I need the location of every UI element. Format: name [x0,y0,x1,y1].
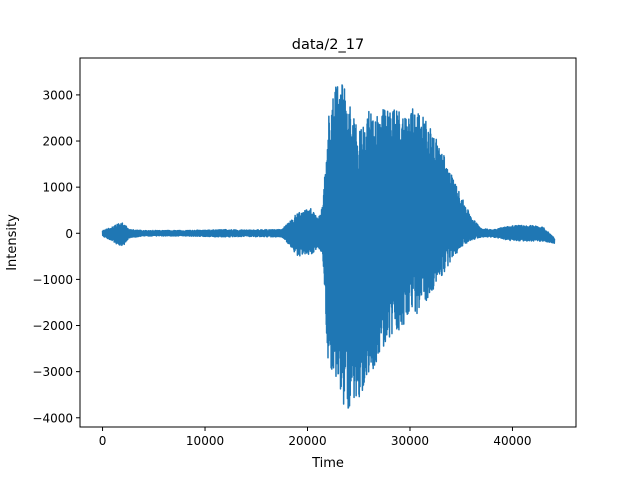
x-tick-label: 20000 [288,434,326,448]
x-axis-label: Time [311,456,344,471]
plot-area [101,84,556,409]
plot-frame [79,57,577,428]
y-axis-label: Intensity [5,214,20,271]
x-tick-label: 0 [99,434,107,448]
y-tick-label: 2000 [42,135,73,149]
y-tick-label: −1000 [32,273,73,287]
x-tick-label: 40000 [493,434,531,448]
waveform-series-line [101,84,556,409]
y-tick-label: 0 [65,227,73,241]
chart-title: data/2_17 [292,37,364,53]
y-tick-label: −3000 [32,365,73,379]
x-tick-label: 10000 [186,434,224,448]
x-tick-label: 30000 [391,434,429,448]
y-tick-label: −4000 [32,411,73,425]
y-tick-label: 1000 [42,181,73,195]
y-tick-label: −2000 [32,319,73,333]
y-tick-label: 3000 [42,88,73,102]
